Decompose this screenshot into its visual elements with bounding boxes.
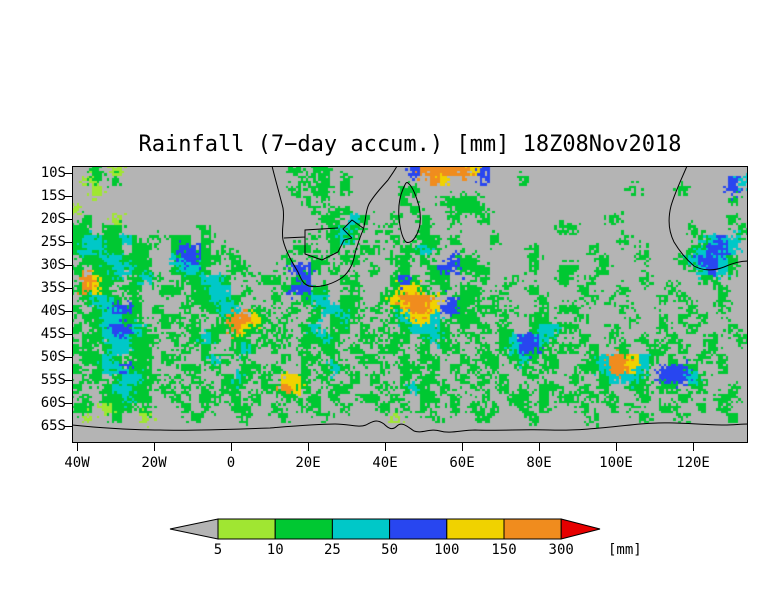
lat-tick <box>64 288 72 289</box>
colorbar-segment <box>389 518 448 540</box>
colorbar-tick-label: 50 <box>381 542 398 558</box>
colorbar-tick-label: 100 <box>434 542 459 558</box>
lat-label: 45S <box>40 326 66 342</box>
lat-label: 65S <box>40 418 66 434</box>
lat-tick <box>64 426 72 427</box>
colorbar-segment <box>503 518 562 540</box>
lat-label: 15S <box>40 188 66 204</box>
lat-label: 50S <box>40 349 66 365</box>
lat-tick <box>64 196 72 197</box>
colorbar-arrow-left <box>169 518 219 540</box>
lon-tick <box>539 443 540 451</box>
lon-tick <box>693 443 694 451</box>
lon-tick <box>462 443 463 451</box>
lat-label: 25S <box>40 234 66 250</box>
rainfall-field-canvas <box>72 166 748 443</box>
colorbar-arrow-right <box>560 518 601 540</box>
lat-tick <box>64 403 72 404</box>
lat-tick <box>64 265 72 266</box>
lat-tick <box>64 380 72 381</box>
colorbar-segment <box>274 518 333 540</box>
lat-tick <box>64 173 72 174</box>
colorbar-tick-label: 5 <box>214 542 222 558</box>
lat-tick <box>64 219 72 220</box>
lon-tick <box>385 443 386 451</box>
lat-tick <box>64 311 72 312</box>
lat-label: 20S <box>40 211 66 227</box>
map-plot-area: 10S 15S 20S 25S 30S 35S 40S 45S 50S 55S 60S 65S 40W 2… <box>41 165 748 471</box>
colorbar-tick-label: 150 <box>491 542 516 558</box>
lon-tick <box>308 443 309 451</box>
lon-tick <box>231 443 232 451</box>
lat-tick <box>64 334 72 335</box>
lon-tick <box>154 443 155 451</box>
lat-tick <box>64 242 72 243</box>
lon-label: 0 <box>226 455 236 471</box>
lat-label: 60S <box>40 395 66 411</box>
lat-label: 35S <box>40 280 66 296</box>
lon-label: 100E <box>599 455 633 471</box>
lat-label: 30S <box>40 257 66 273</box>
colorbar: 5 10 25 50 100 150 300 [mm] <box>169 518 642 558</box>
lon-label: 20W <box>141 455 167 471</box>
colorbar-segment <box>446 518 505 540</box>
lat-label: 10S <box>40 165 66 181</box>
colorbar-tick-label: 10 <box>267 542 284 558</box>
colorbar-tick-label: 25 <box>324 542 341 558</box>
lon-label: 20E <box>295 455 321 471</box>
lon-tick <box>616 443 617 451</box>
colorbar-segment <box>217 518 276 540</box>
lon-label: 80E <box>526 455 552 471</box>
lat-label: 55S <box>40 372 66 388</box>
colorbar-units-label: [mm] <box>608 542 642 558</box>
lon-label: 40W <box>64 455 90 471</box>
lon-label: 40E <box>372 455 398 471</box>
chart-title: Rainfall (7−day accum.) [mm] 18Z08Nov201… <box>138 132 682 157</box>
lat-tick <box>64 357 72 358</box>
lon-label: 60E <box>449 455 475 471</box>
lon-tick <box>77 443 78 451</box>
colorbar-tick-label: 300 <box>549 542 574 558</box>
lat-label: 40S <box>40 303 66 319</box>
colorbar-segment <box>331 518 391 540</box>
lon-label: 120E <box>676 455 710 471</box>
